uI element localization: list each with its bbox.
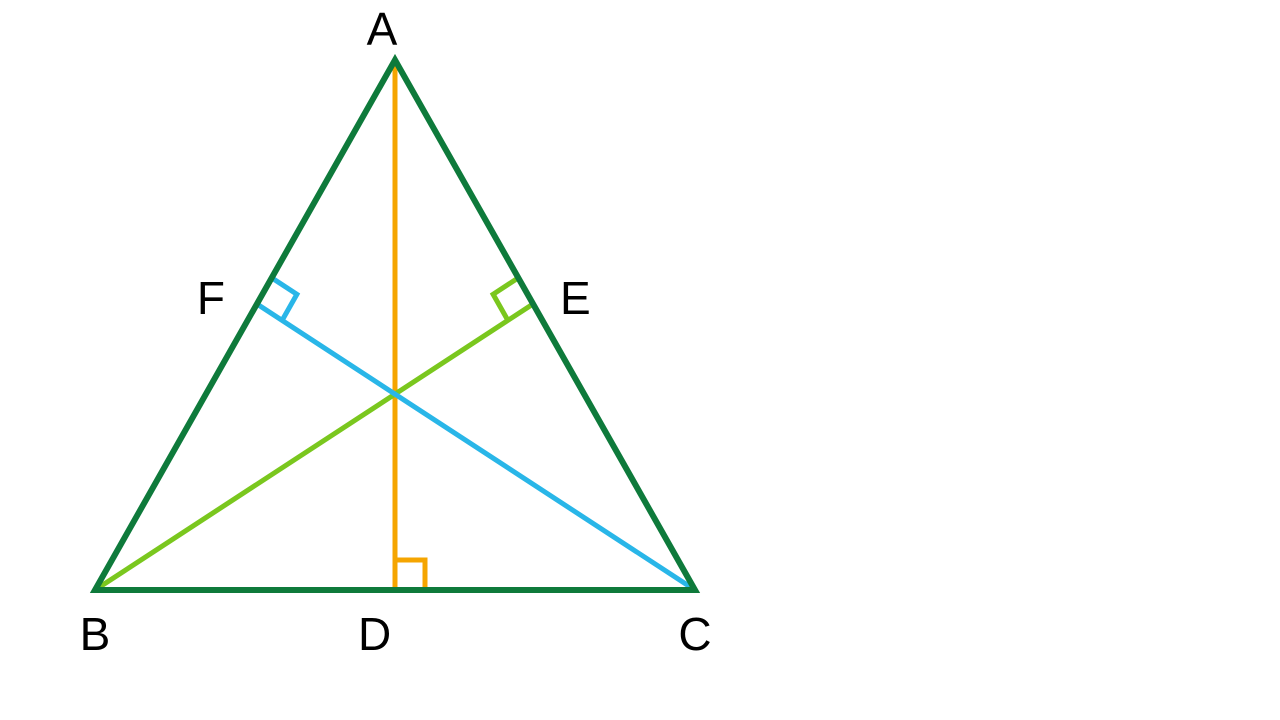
altitude-be — [95, 304, 533, 590]
label-e: E — [560, 272, 591, 324]
altitude-cf — [257, 304, 695, 590]
label-f: F — [197, 272, 225, 324]
label-a: A — [367, 3, 398, 55]
label-d: D — [358, 608, 391, 660]
label-b: B — [80, 608, 111, 660]
label-c: C — [678, 608, 711, 660]
triangle-diagram: A B C D E F — [0, 0, 1280, 720]
right-angle-d — [395, 560, 425, 590]
